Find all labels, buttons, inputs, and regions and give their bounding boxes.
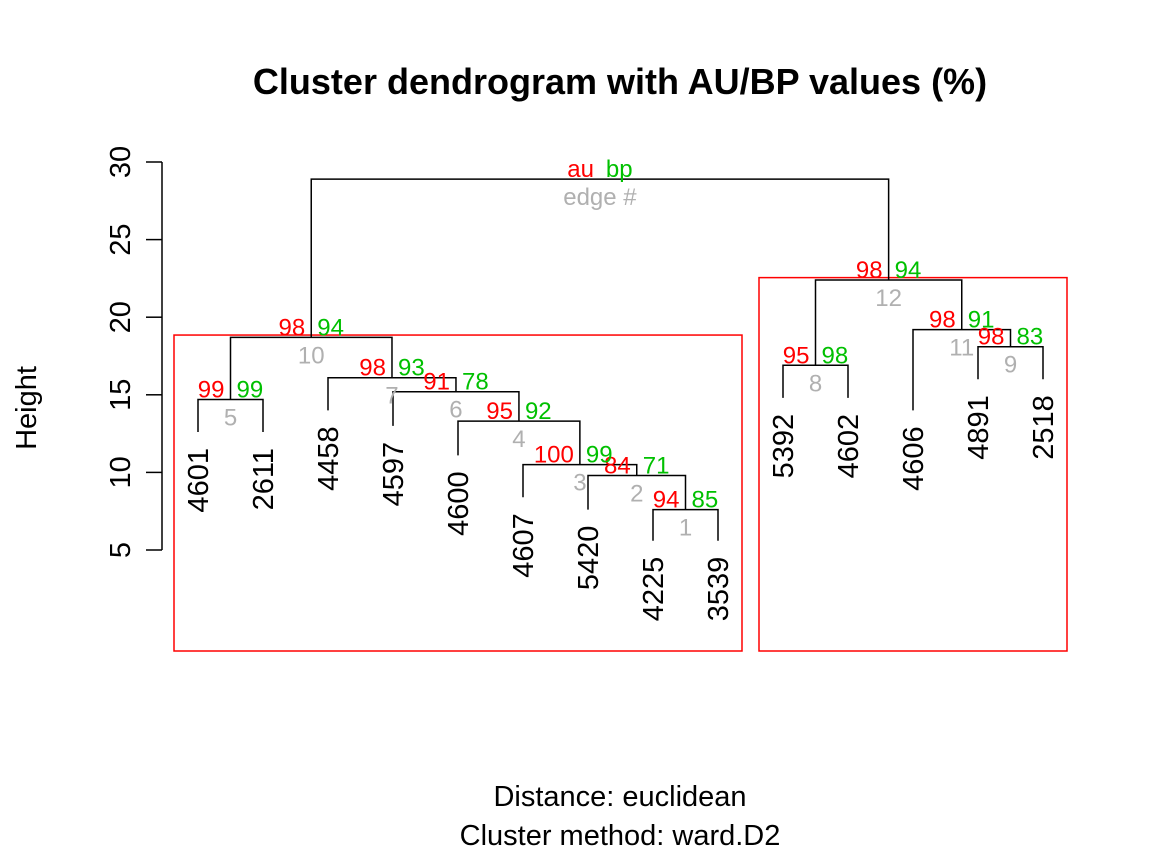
au-value: 98 — [359, 355, 386, 382]
leaf-label: 4225 — [638, 557, 670, 622]
edge-number: 10 — [298, 342, 325, 369]
leaf-label: 4601 — [183, 448, 215, 513]
leaf-label: 4458 — [313, 426, 345, 491]
leaf-label: 3539 — [703, 557, 735, 622]
bp-value: 85 — [692, 487, 719, 514]
edge-number: 2 — [630, 481, 643, 508]
bp-value: 92 — [525, 398, 552, 425]
au-value: 99 — [198, 376, 225, 403]
bp-value: 71 — [643, 453, 670, 480]
au-value: 84 — [604, 453, 631, 480]
au-value: au — [567, 156, 594, 183]
y-tick-label: 5 — [105, 542, 137, 558]
au-value: 98 — [856, 257, 883, 284]
y-axis: 5 10 15 20 25 30 — [105, 146, 163, 558]
edge-number: 7 — [385, 383, 398, 410]
edge-number: 9 — [1004, 352, 1017, 379]
leaf-label: 4597 — [378, 442, 410, 507]
y-tick-label: 20 — [105, 301, 137, 333]
edge-number: 11 — [949, 335, 974, 362]
au-value: 98 — [978, 324, 1005, 351]
bp-value: 94 — [317, 314, 344, 341]
edge-number: 4 — [512, 426, 525, 453]
bp-value: bp — [606, 156, 633, 183]
leaf-label: 2611 — [248, 448, 280, 510]
au-value: 95 — [486, 398, 513, 425]
edge-number: 6 — [449, 397, 462, 424]
leaf-label: 4891 — [963, 395, 995, 460]
branch — [310, 178, 890, 338]
y-tick-label: 15 — [105, 379, 137, 411]
au-value: 94 — [653, 487, 680, 514]
bp-value: 78 — [462, 369, 489, 396]
au-value: 91 — [423, 369, 450, 396]
bp-value: 83 — [1017, 324, 1044, 351]
bp-value: 99 — [237, 376, 264, 403]
cluster-method-label: Cluster method: ward.D2 — [460, 820, 781, 852]
leaf-label: 5420 — [573, 526, 605, 591]
chart-title: Cluster dendrogram with AU/BP values (%) — [253, 61, 987, 102]
y-tick-label: 30 — [105, 146, 137, 178]
cluster-rect — [173, 334, 743, 652]
edge-number: edge # — [563, 184, 637, 211]
bp-value: 91 — [968, 307, 995, 334]
edge-number: 8 — [809, 370, 822, 397]
bp-value: 94 — [895, 257, 922, 284]
bp-value: 99 — [586, 442, 613, 469]
au-value: 95 — [783, 342, 810, 369]
leaf-label: 4607 — [508, 513, 540, 578]
edge-number: 12 — [875, 285, 902, 312]
au-value: 98 — [279, 314, 306, 341]
y-tick-label: 10 — [105, 456, 137, 488]
dendrogram-branches — [197, 178, 1044, 541]
leaf-label: 4606 — [898, 426, 930, 491]
leaf-label: 4600 — [443, 471, 475, 536]
edge-number: 5 — [224, 404, 237, 431]
cluster-rect — [758, 276, 1068, 652]
au-value: 100 — [534, 442, 574, 469]
leaf-label: 4602 — [833, 414, 865, 479]
cluster-rects — [173, 276, 1068, 652]
bp-value: 93 — [398, 355, 425, 382]
edge-number: 1 — [679, 515, 692, 542]
distance-label: Distance: euclidean — [493, 781, 746, 813]
leaf-label: 2518 — [1028, 395, 1060, 460]
bp-value: 98 — [822, 342, 849, 369]
y-tick-label: 25 — [105, 223, 137, 255]
au-value: 98 — [929, 307, 956, 334]
y-axis-label: Height — [11, 366, 43, 450]
leaf-label: 5392 — [768, 414, 800, 479]
edge-number: 3 — [573, 470, 586, 497]
